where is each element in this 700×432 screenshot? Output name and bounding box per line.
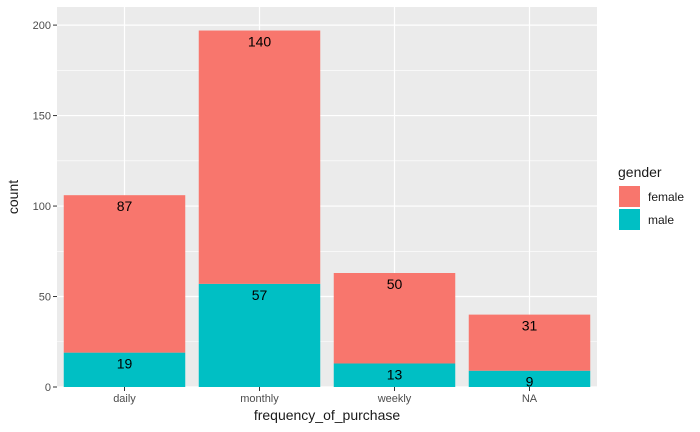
legend-label-male: male xyxy=(648,213,674,227)
x-axis: daily monthly weekly NA xyxy=(113,387,538,405)
data-label-male-NA: 9 xyxy=(526,374,534,390)
bars xyxy=(63,30,591,387)
legend-label-female: female xyxy=(648,190,684,204)
data-label-male-weekly: 13 xyxy=(387,366,403,382)
bar-male-weekly xyxy=(333,363,456,387)
data-label-male-monthly: 57 xyxy=(252,287,268,303)
x-tick-label-daily: daily xyxy=(113,393,136,405)
x-axis-title: frequency_of_purchase xyxy=(254,407,401,423)
legend-key-male xyxy=(619,209,640,230)
y-tick-label: 200 xyxy=(33,20,51,32)
data-label-female-weekly: 50 xyxy=(387,276,403,292)
bar-female-NA xyxy=(468,314,591,371)
legend-title: gender xyxy=(618,164,662,180)
legend-key-female xyxy=(619,186,640,207)
y-axis-title: count xyxy=(5,180,21,214)
y-tick-label: 0 xyxy=(45,382,51,394)
data-label-female-NA: 31 xyxy=(522,318,538,334)
y-axis: 0 50 100 150 200 xyxy=(33,20,57,394)
y-tick-label: 50 xyxy=(39,292,51,304)
bar-male-NA xyxy=(468,370,591,387)
bar-female-daily xyxy=(63,195,186,353)
data-label-male-daily: 19 xyxy=(117,356,133,372)
x-tick-label-weekly: weekly xyxy=(377,393,412,405)
data-labels: 19 87 57 140 13 50 9 31 xyxy=(117,34,538,390)
bar-female-monthly xyxy=(198,30,321,284)
data-label-female-monthly: 140 xyxy=(248,34,272,50)
bar-female-weekly xyxy=(333,273,456,364)
bar-male-monthly xyxy=(198,283,321,387)
bar-male-daily xyxy=(63,352,186,387)
x-tick-label-monthly: monthly xyxy=(240,393,279,405)
legend: gender female male xyxy=(618,164,684,230)
y-tick-label: 100 xyxy=(33,201,51,213)
y-tick-label: 150 xyxy=(33,111,51,123)
data-label-female-daily: 87 xyxy=(117,198,133,214)
x-tick-label-NA: NA xyxy=(522,393,538,405)
